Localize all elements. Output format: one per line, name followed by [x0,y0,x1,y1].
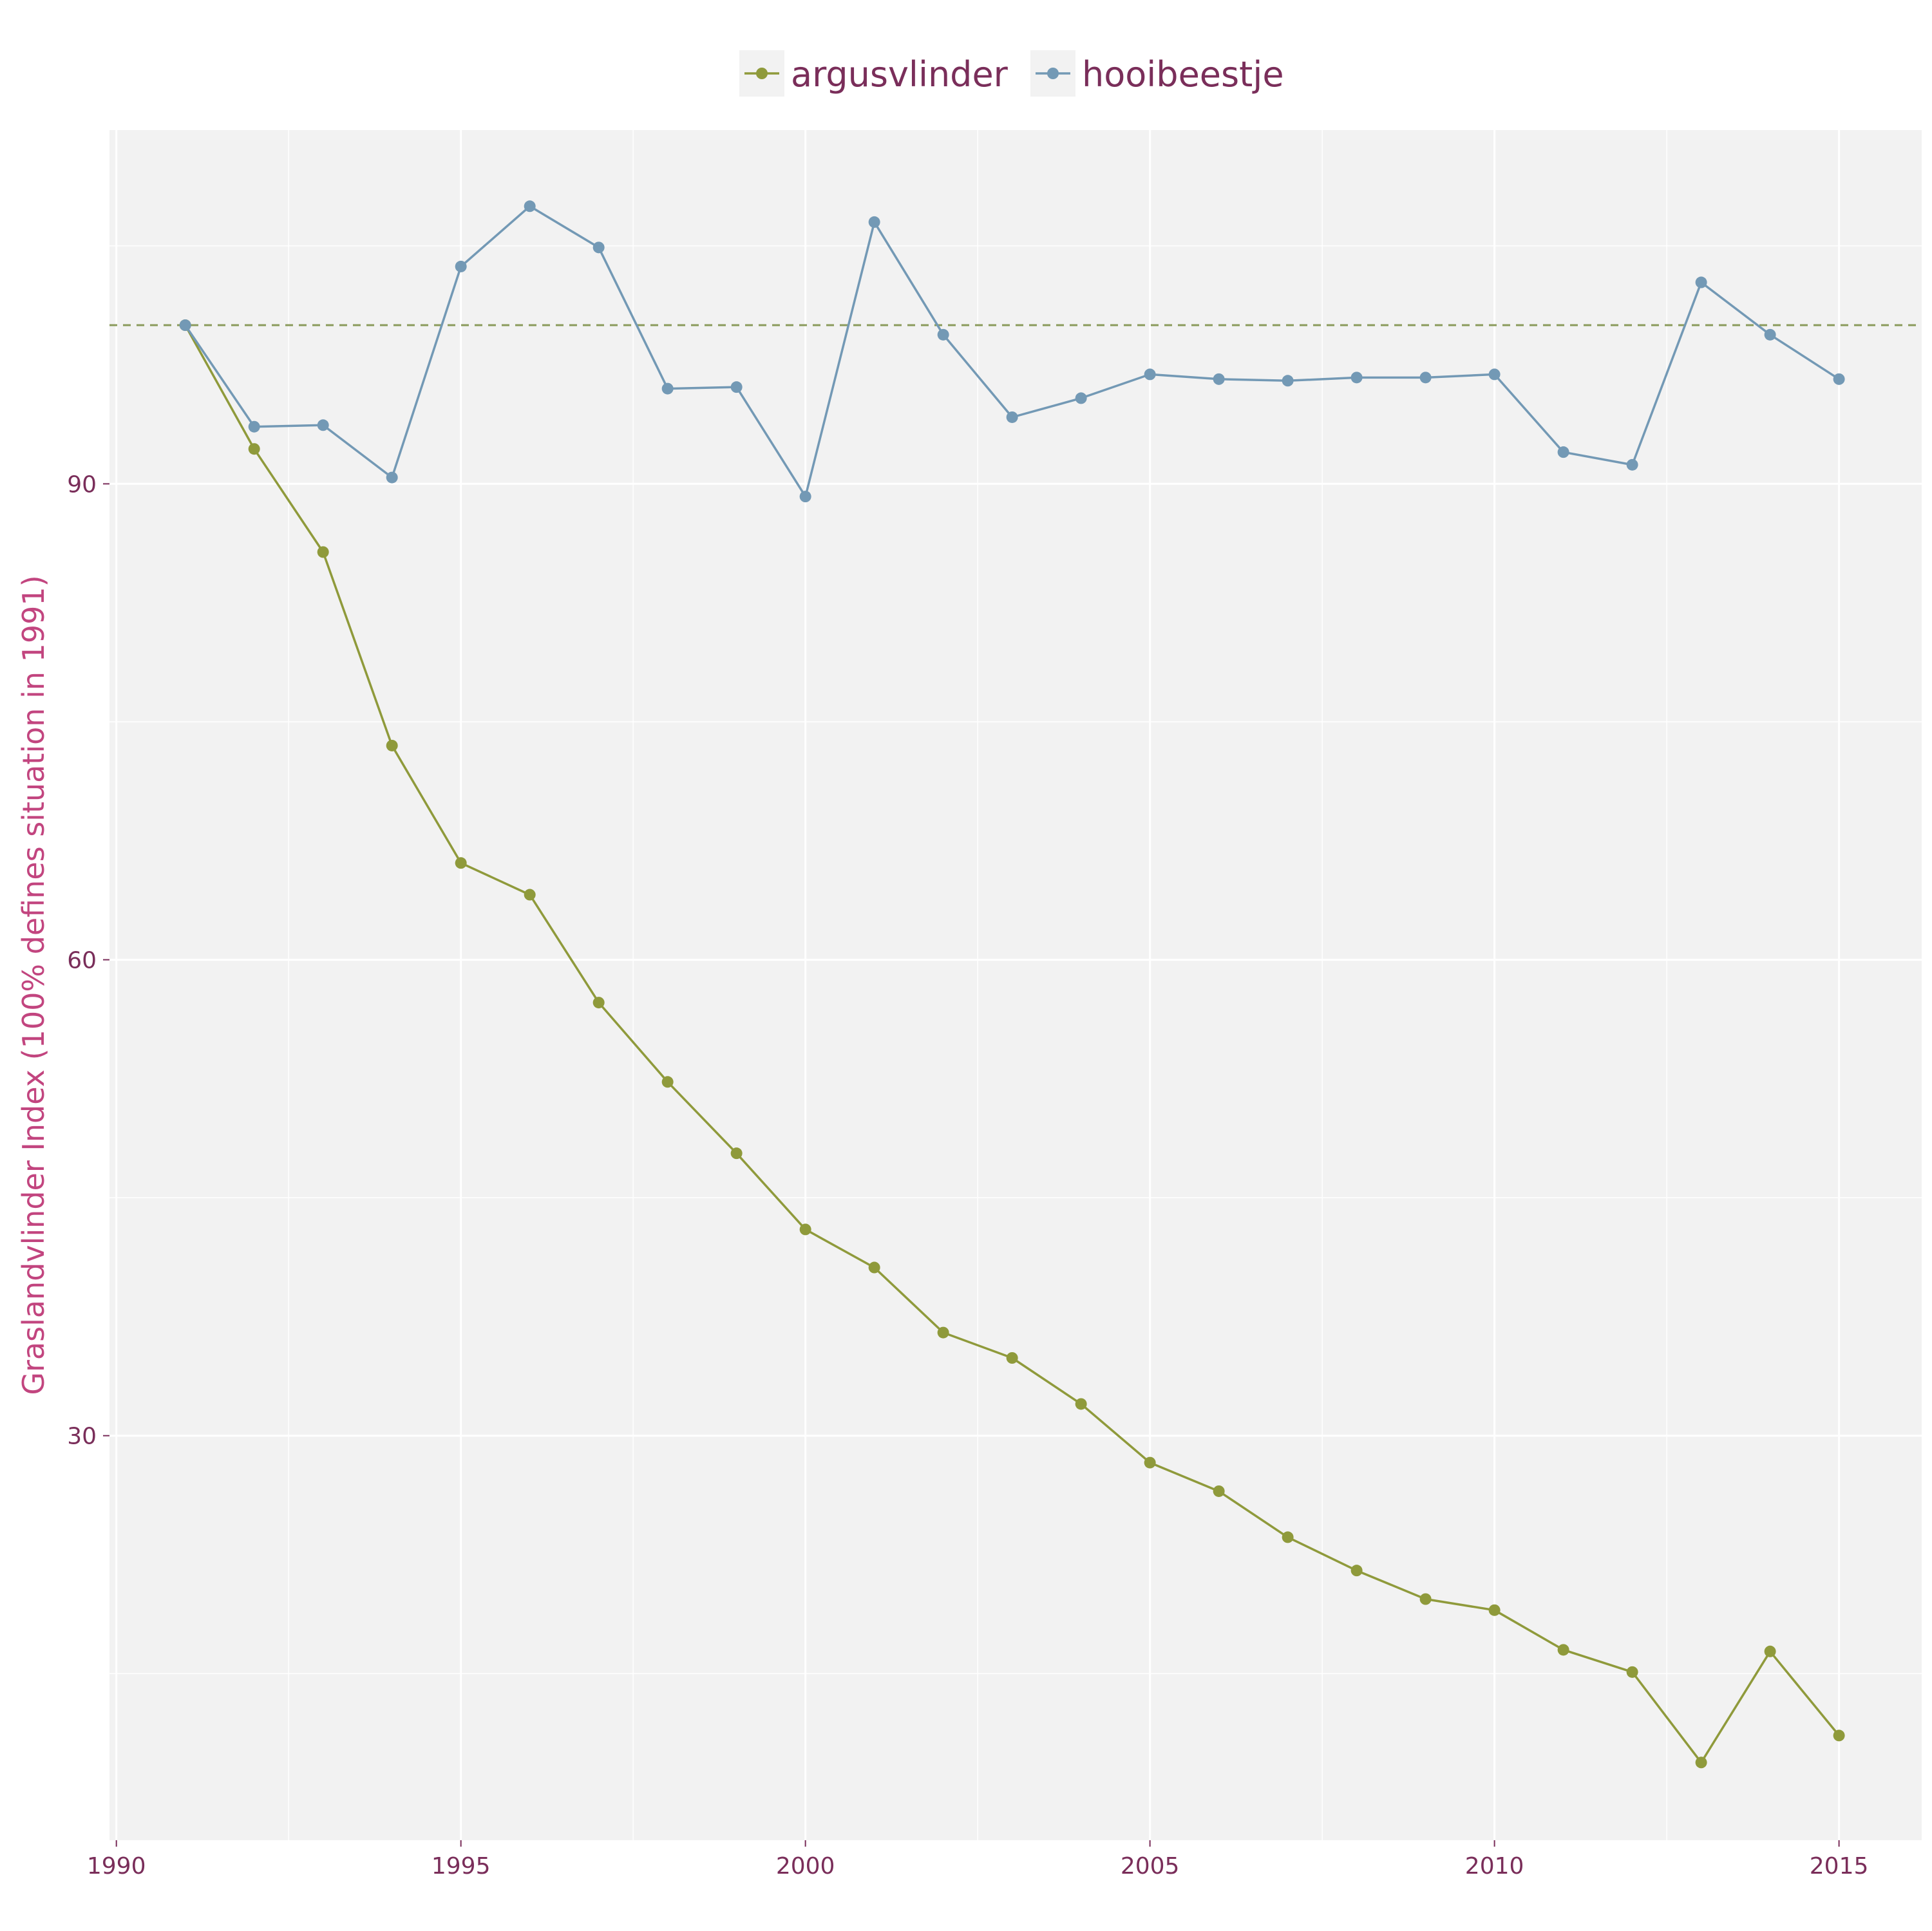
x-tick-label: 1995 [431,1853,491,1879]
data-point-hooibeestje [1419,372,1432,384]
legend-label: argusvlinder [791,54,1009,95]
data-point-hooibeestje [524,200,536,212]
data-point-argusvlinder [248,443,260,455]
data-point-argusvlinder [592,997,605,1009]
data-point-hooibeestje [1075,392,1087,404]
legend-key-marker [756,68,768,79]
data-point-hooibeestje [1557,446,1569,458]
data-point-argusvlinder [524,889,536,901]
data-point-argusvlinder [317,546,329,558]
data-point-hooibeestje [799,491,811,503]
data-point-argusvlinder [1488,1604,1501,1616]
y-tick-label: 60 [67,948,97,974]
data-point-hooibeestje [317,419,329,431]
data-point-argusvlinder [386,739,398,751]
data-point-argusvlinder [1006,1352,1018,1364]
data-point-argusvlinder [1419,1593,1432,1605]
data-point-hooibeestje [1282,375,1294,387]
data-point-hooibeestje [455,260,467,272]
data-point-hooibeestje [1213,373,1225,385]
data-point-argusvlinder [730,1147,743,1160]
data-point-argusvlinder [1764,1645,1776,1657]
data-point-argusvlinder [799,1223,811,1236]
data-point-hooibeestje [386,471,398,484]
data-point-argusvlinder [1282,1531,1294,1543]
data-point-argusvlinder [1695,1757,1707,1769]
data-point-hooibeestje [868,216,880,228]
data-point-argusvlinder [868,1261,880,1274]
legend-item-argusvlinder: argusvlinder [739,50,1009,97]
data-point-argusvlinder [1557,1644,1569,1656]
legend-key-marker [1047,68,1059,79]
data-point-hooibeestje [248,420,260,433]
x-tick-label: 2010 [1465,1853,1524,1879]
major-grid [109,130,1922,1840]
data-point-hooibeestje [1006,411,1018,423]
series-layer [179,200,1845,1769]
y-axis-title: Graslandvlinder Index (100% defines situ… [16,575,51,1395]
data-point-hooibeestje [1764,328,1776,341]
legend-label: hooibeestje [1082,54,1284,95]
data-point-argusvlinder [1833,1729,1845,1742]
y-axis-ticks: 30 60 90 [67,471,109,1450]
x-tick-label: 2005 [1121,1853,1180,1879]
minor-grid [109,130,1922,1840]
legend-item-hooibeestje: hooibeestje [1030,50,1284,97]
data-point-argusvlinder [1213,1485,1225,1497]
series-argusvlinder [179,319,1845,1769]
data-point-argusvlinder [455,857,467,869]
y-tick-label: 30 [67,1424,97,1450]
series-hooibeestje [179,200,1845,503]
data-point-hooibeestje [661,382,674,395]
data-point-hooibeestje [1626,458,1638,471]
plot-background [109,130,1922,1840]
legend: argusvlinder hooibeestje [739,50,1284,97]
data-point-argusvlinder [1144,1456,1156,1469]
x-axis-ticks: 1990 1995 2000 2005 2010 2015 [87,1840,1869,1879]
data-point-argusvlinder [1075,1398,1087,1410]
x-tick-label: 2000 [776,1853,835,1879]
data-point-hooibeestje [592,241,605,254]
data-point-argusvlinder [1350,1565,1363,1577]
data-point-argusvlinder [661,1076,674,1088]
data-point-hooibeestje [1488,368,1501,381]
data-point-argusvlinder [1626,1666,1638,1678]
x-tick-label: 1990 [87,1853,146,1879]
data-point-hooibeestje [1695,276,1707,288]
data-point-hooibeestje [1144,368,1156,381]
data-point-hooibeestje [179,319,191,332]
data-point-hooibeestje [937,328,949,341]
data-point-hooibeestje [1833,373,1845,385]
x-tick-label: 2015 [1810,1853,1869,1879]
data-point-argusvlinder [937,1326,949,1339]
data-point-hooibeestje [1350,372,1363,384]
y-tick-label: 90 [67,471,97,498]
data-point-hooibeestje [730,381,743,393]
